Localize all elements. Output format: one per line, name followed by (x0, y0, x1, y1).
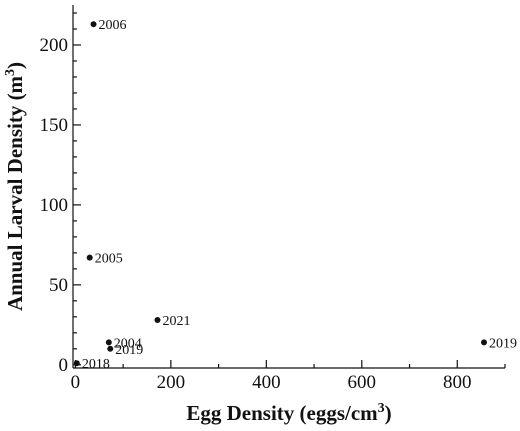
x-axis-title-end: ) (385, 401, 392, 425)
y-tick-label: 200 (40, 35, 69, 56)
x-tick-label: 600 (348, 372, 377, 393)
point-label: 2021 (162, 314, 190, 329)
y-tick-label: 50 (49, 275, 68, 296)
point-label: 2019 (489, 336, 517, 351)
data-point (90, 21, 97, 28)
y-axis-title: Annual Larval Density (m3) (3, 62, 27, 311)
point-label: 2019 (115, 343, 143, 358)
x-axis-title: Egg Density (eggs/cm3) (186, 401, 391, 425)
y-axis-title-end: ) (3, 62, 27, 69)
point-label: 2004 (114, 336, 142, 351)
x-axis-ticks: 0 200 400 600 800 (71, 360, 506, 393)
data-point (154, 317, 161, 324)
x-axis-title-sup: 3 (378, 401, 385, 416)
y-axis-title-sup: 3 (3, 69, 18, 76)
y-axis-title-text: Annual Larval Density (m (3, 75, 27, 311)
plot-area: 0 200 400 600 800 0 50 100 150 200 2006 2005 2021 2… (40, 5, 517, 393)
point-label: 2005 (95, 252, 123, 267)
data-point (86, 254, 93, 261)
point-label: 2006 (99, 18, 127, 33)
data-point (107, 345, 114, 352)
data-point (480, 339, 487, 346)
x-axis-title-text: Egg Density (eggs/cm (186, 401, 378, 425)
y-tick-label: 0 (59, 355, 69, 376)
y-axis-ticks: 0 50 100 150 200 (40, 12, 81, 376)
x-tick-label: 200 (157, 372, 186, 393)
data-point (73, 360, 80, 367)
y-tick-label: 100 (40, 195, 69, 216)
point-label: 2018 (82, 357, 110, 372)
x-tick-label: 0 (71, 372, 81, 393)
y-tick-label: 150 (40, 115, 69, 136)
data-point (105, 339, 112, 346)
x-tick-label: 800 (443, 372, 472, 393)
x-tick-label: 400 (252, 372, 281, 393)
